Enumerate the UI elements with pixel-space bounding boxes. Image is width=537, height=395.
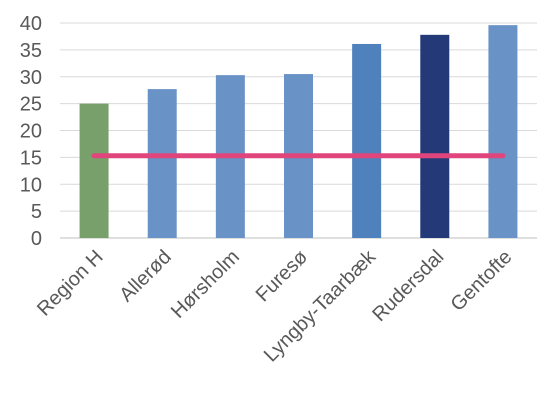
y-tick-label: 40 [20,13,42,35]
y-tick-label: 5 [31,201,42,223]
y-tick-label: 0 [31,228,42,250]
y-axis: 0 5 10 15 20 25 30 35 40 [20,13,42,250]
x-category-label: Hørsholm [167,246,244,323]
x-category-label: Gentofte [447,246,517,316]
x-category-label: Region H [33,246,108,321]
y-tick-label: 15 [20,147,42,169]
y-tick-label: 25 [20,94,42,116]
bars [79,25,518,239]
bar [352,43,382,239]
bar [488,25,518,239]
bar [420,34,450,239]
x-category-label: Allerød [115,246,175,306]
y-tick-label: 30 [20,67,42,89]
y-tick-label: 35 [20,40,42,62]
x-category-label: Rudersdal [368,246,448,326]
bar [79,103,109,238]
x-category-label: Furesø [252,246,312,306]
bar [147,89,177,238]
y-tick-label: 10 [20,174,42,196]
y-tick-label: 20 [20,121,42,143]
